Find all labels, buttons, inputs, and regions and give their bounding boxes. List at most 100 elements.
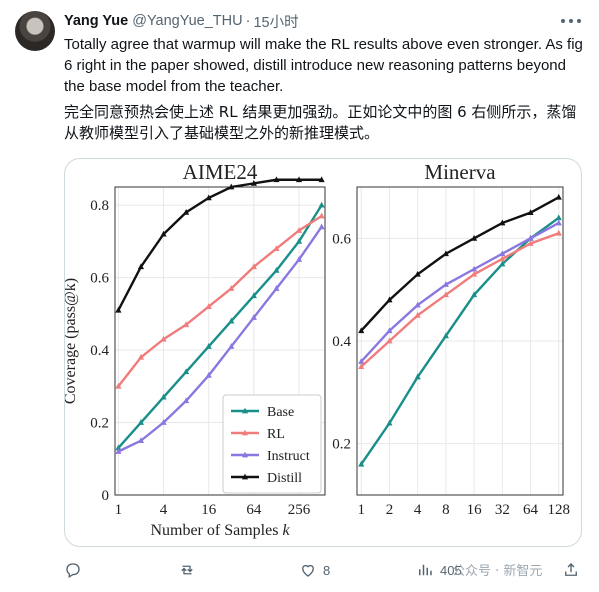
author-name[interactable]: Yang Yue [64, 13, 129, 29]
x-axis-label: Number of Samples k [150, 522, 290, 539]
data-point-instruct [318, 223, 325, 230]
data-point-distill [115, 306, 122, 313]
tweet-text-english: Totally agree that warmup will make the … [64, 36, 583, 95]
data-point-base [499, 260, 506, 267]
share-button[interactable] [562, 560, 580, 580]
data-point-instruct [499, 250, 506, 257]
separator-dot: · [245, 13, 251, 29]
data-point-distill [160, 230, 167, 237]
tweet-time[interactable]: 15小时 [253, 14, 299, 31]
x-tick-label: 64 [523, 502, 539, 518]
data-point-rl [318, 212, 325, 219]
x-tick-label: 128 [548, 502, 571, 518]
like-button[interactable]: 8 [299, 560, 330, 580]
y-axis-label: Coverage (pass@k) [65, 278, 79, 404]
data-point-base [205, 343, 212, 349]
axes-frame [114, 186, 326, 496]
x-tick-label: 32 [495, 502, 510, 518]
data-point-rl [555, 229, 562, 236]
watermark-text: 公众号 · 新智元 [452, 564, 543, 579]
data-point-rl [499, 255, 506, 262]
y-tick-label: 0.4 [90, 343, 109, 359]
data-point-base [273, 266, 280, 273]
data-point-rl [386, 337, 393, 344]
data-point-instruct [183, 397, 190, 404]
more-horizontal-icon[interactable] [561, 13, 581, 29]
data-point-base [250, 292, 257, 299]
chart-title: AIME24 [183, 160, 258, 184]
heart-icon [302, 564, 314, 577]
x-tick-label: 16 [201, 502, 217, 518]
tweet-actions: 8 405 [64, 560, 584, 580]
data-point-rl [228, 285, 235, 291]
legend-box [222, 394, 322, 494]
author-handle[interactable]: @YangYue_THU [132, 13, 243, 29]
data-point-base [414, 373, 421, 380]
data-point-instruct [358, 358, 365, 364]
y-tick-label: 0.4 [332, 334, 351, 350]
y-tick-label: 0.8 [90, 198, 109, 214]
y-tick-label: 0 [102, 488, 110, 504]
legend-label: Distill [267, 471, 302, 486]
data-point-distill [386, 296, 393, 303]
data-point-distill [183, 208, 190, 215]
y-tick-label: 0.2 [90, 416, 109, 432]
x-tick-label: 1 [357, 502, 365, 518]
x-tick-label: 64 [246, 502, 262, 518]
data-point-rl [183, 321, 190, 328]
data-point-rl [442, 291, 449, 298]
data-point-base [115, 444, 122, 451]
data-point-rl [205, 303, 212, 309]
y-tick-label: 0.6 [90, 271, 109, 287]
data-point-distill [273, 176, 280, 183]
data-point-base [318, 201, 325, 208]
data-point-instruct [414, 301, 421, 308]
retweet-button[interactable] [178, 560, 202, 580]
data-point-instruct [471, 265, 478, 272]
series-line-rl [360, 232, 560, 368]
data-point-base [295, 237, 303, 244]
series-line-distill [117, 178, 322, 311]
series-line-base [360, 216, 560, 465]
data-point-base [386, 419, 393, 426]
data-point-instruct [228, 343, 235, 349]
data-point-base [137, 419, 145, 425]
views-icon [419, 564, 432, 576]
data-point-distill [137, 263, 145, 270]
series-line-instruct [117, 226, 323, 453]
tweet-text-chinese: 完全同意预热会使上述 RL 结果更加强劲。正如论文中的图 6 右侧所示，蒸馏从教… [64, 103, 577, 142]
legend-marker [241, 451, 249, 458]
tweet-media-image[interactable]: AIME24 1 4 16 64 256 0 0.2 0.4 0.6 0.8 Number of Sa… [64, 158, 582, 547]
legend-marker [241, 429, 249, 436]
axes-frame [356, 186, 564, 496]
author-avatar[interactable] [15, 11, 55, 51]
data-point-distill [527, 209, 534, 216]
x-tick-label: 256 [288, 502, 311, 518]
views-count: 405 [440, 562, 462, 578]
y-tick-label: 0.6 [332, 231, 351, 247]
share-icon [565, 563, 577, 576]
data-point-rl [137, 353, 145, 360]
data-point-distill [205, 194, 212, 201]
data-point-rl [115, 382, 122, 389]
data-point-distill [555, 193, 562, 200]
data-point-distill [471, 234, 478, 241]
data-point-rl [250, 263, 257, 270]
data-point-distill [442, 250, 449, 257]
data-point-instruct [273, 285, 280, 291]
data-point-base [228, 317, 235, 324]
data-point-rl [527, 240, 534, 246]
views-button[interactable]: 405 [416, 560, 462, 580]
data-point-base [471, 291, 478, 298]
data-point-rl [160, 335, 167, 342]
data-point-base [160, 393, 167, 400]
tweet-header: Yang Yue @YangYue_THU · 15小时 [64, 11, 579, 31]
x-tick-label: 16 [467, 502, 483, 518]
data-point-instruct [250, 314, 257, 320]
data-point-instruct [555, 219, 562, 226]
data-point-distill [318, 176, 325, 183]
reply-button[interactable] [64, 560, 88, 580]
x-tick-label: 8 [442, 502, 450, 518]
x-tick-label: 4 [414, 502, 422, 518]
legend-label: RL [267, 427, 285, 442]
